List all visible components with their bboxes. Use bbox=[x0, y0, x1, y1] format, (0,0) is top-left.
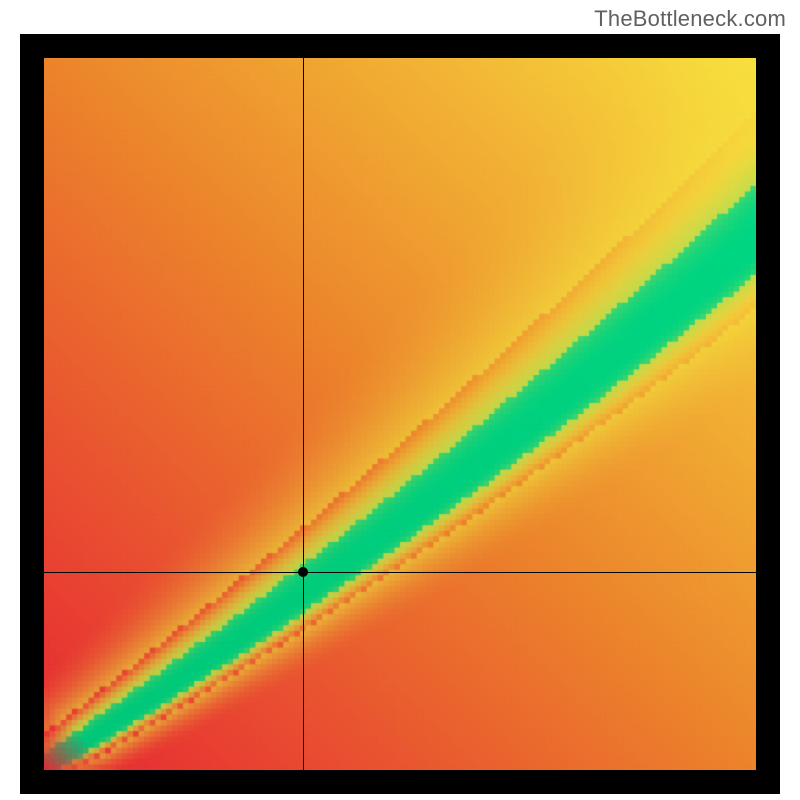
crosshair-vertical bbox=[303, 58, 304, 770]
plot-area bbox=[44, 58, 756, 770]
watermark-text: TheBottleneck.com bbox=[594, 6, 786, 32]
stage: TheBottleneck.com bbox=[0, 0, 800, 800]
heatmap-canvas bbox=[44, 58, 756, 770]
intersection-marker bbox=[298, 567, 308, 577]
crosshair-horizontal bbox=[44, 572, 756, 573]
